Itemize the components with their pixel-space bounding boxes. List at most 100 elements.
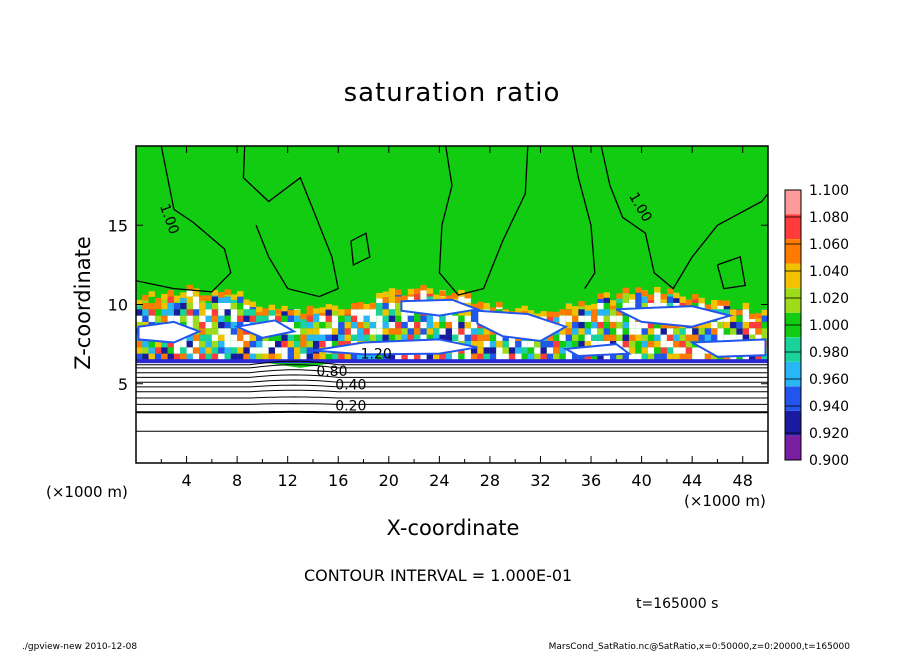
cloud-cell [268, 353, 275, 360]
colorbar-swatch [785, 214, 801, 239]
cloud-fringe-cell [275, 309, 282, 315]
cloud-fringe-cell [445, 295, 452, 301]
cloud-cell [211, 328, 219, 335]
cloud-fringe-cell [755, 313, 762, 319]
cloud-cell [369, 309, 377, 316]
colorbar-swatch [785, 386, 801, 411]
cloud-cell [572, 334, 579, 341]
cloud-fringe-cell [363, 304, 370, 310]
cloud-cell [268, 347, 275, 354]
cloud-cell [136, 353, 143, 360]
cloud-cell [489, 353, 497, 360]
cloud-fringe-cell [673, 292, 680, 299]
cloud-fringe-cell [483, 303, 490, 309]
cloud-cell [376, 309, 383, 316]
cloud-cell [464, 353, 471, 360]
cloud-fringe-cell [496, 301, 503, 308]
cloud-cell [186, 321, 193, 329]
cloud-cell [452, 296, 459, 303]
cloud-cell [629, 328, 636, 335]
cloud-cell [458, 328, 465, 335]
cloud-cell [205, 341, 212, 348]
cloud-cell [167, 315, 174, 322]
cloud-cell [572, 353, 579, 360]
cloud-cell [578, 321, 585, 329]
cloud-cell [496, 334, 503, 341]
cloud-cell [546, 341, 554, 348]
cloud-cell [224, 347, 231, 354]
cloud-cell [199, 328, 206, 335]
cloud-cell [635, 302, 642, 310]
cloud-cell [382, 302, 389, 310]
cloud-cell [502, 353, 509, 360]
cloud-cell [287, 321, 294, 329]
cloud-cell [407, 321, 415, 329]
cloud-fringe-cell [559, 309, 566, 315]
cloud-cell [275, 347, 282, 354]
cloud-cell [692, 353, 699, 360]
cloud-cell [515, 347, 522, 354]
cloud-cell [629, 334, 636, 341]
cloud-cell [610, 353, 617, 360]
cloud-cell [401, 334, 408, 341]
cloud-cell [313, 321, 320, 329]
cloud-cell [155, 341, 162, 348]
cloud-cell [666, 347, 674, 354]
cloud-cell [414, 321, 421, 329]
cloud-cell [445, 321, 452, 329]
cloud-cell [186, 353, 193, 360]
cloud-cell [458, 315, 465, 322]
cloud-cell [407, 315, 415, 322]
cloud-cell [180, 315, 187, 322]
contour-label: 1.20 [361, 346, 392, 362]
cloud-cell [647, 302, 655, 310]
cloud-cell [249, 341, 257, 348]
cloud-cell [433, 328, 440, 335]
cloud-cell [287, 334, 294, 341]
cloud-cell [742, 328, 749, 335]
cloud-cell [603, 296, 610, 303]
cloud-cell [300, 347, 307, 354]
cloud-cell [673, 347, 680, 354]
cloud-cell [306, 328, 313, 335]
cloud-cell [237, 328, 244, 335]
cloud-cell [287, 341, 294, 348]
cloud-cell [199, 347, 206, 354]
cloud-cell [300, 341, 307, 348]
cloud-fringe-cell [167, 290, 174, 296]
cloud-cell [565, 341, 573, 348]
cloud-cell [275, 341, 282, 348]
cloud-cell [338, 353, 345, 360]
cloud-cell [534, 347, 541, 354]
cloud-cell [698, 328, 705, 335]
cloud-cell [761, 321, 768, 329]
cloud-cell [205, 315, 212, 322]
cloud-cell [319, 341, 326, 348]
cloud-cell [660, 353, 667, 360]
cloud-cell [629, 296, 636, 303]
cloud-cell [186, 347, 193, 354]
cloud-cell [477, 334, 484, 341]
cloud-cell [553, 353, 560, 360]
cloud-cell [186, 302, 193, 310]
cloud-cell [559, 328, 566, 335]
cloud-cell [635, 290, 642, 297]
cloud-cell [230, 309, 238, 316]
cloud-cell [761, 315, 768, 322]
cloud-fringe-cell [331, 305, 339, 311]
cloud-cell [616, 341, 623, 348]
cloud-cell [395, 315, 402, 322]
cloud-cell [401, 321, 408, 329]
cloud-cell [199, 341, 206, 348]
cloud-cell [376, 302, 383, 310]
cloud-cell [559, 341, 566, 348]
cloud-cell [629, 302, 636, 310]
cloud-cell [268, 315, 275, 322]
cloud-fringe-cell [742, 303, 749, 309]
cloud-cell [679, 347, 686, 354]
cloud-cell [464, 328, 471, 335]
cloud-cell [306, 321, 313, 329]
cloud-cell [603, 302, 610, 310]
cloud-cell [161, 296, 168, 303]
